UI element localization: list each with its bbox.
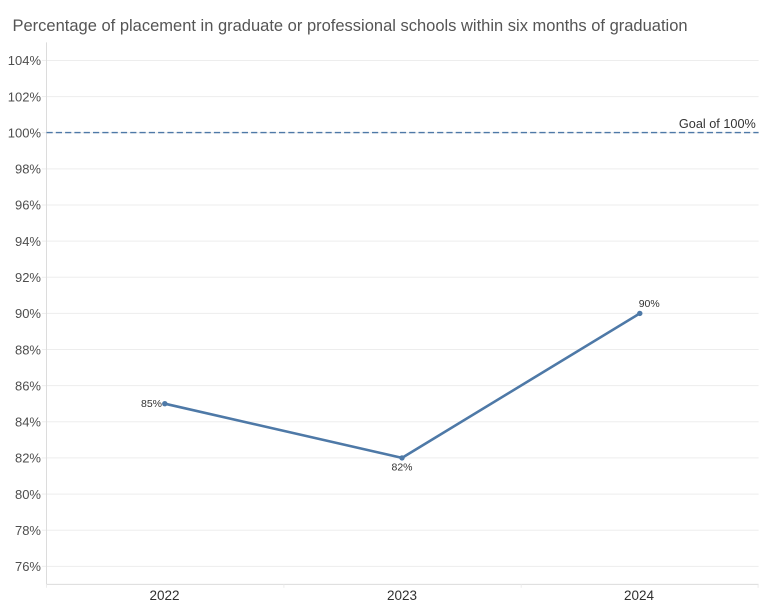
- svg-text:Percentage of placement in gra: Percentage of placement in graduate or p…: [13, 17, 688, 35]
- svg-text:Goal of 100%: Goal of 100%: [679, 117, 756, 131]
- svg-text:88%: 88%: [15, 342, 41, 357]
- svg-text:96%: 96%: [15, 198, 41, 213]
- svg-text:82%: 82%: [391, 461, 412, 473]
- svg-text:90%: 90%: [639, 298, 660, 310]
- svg-text:94%: 94%: [15, 234, 41, 249]
- svg-text:84%: 84%: [15, 415, 41, 430]
- svg-text:100%: 100%: [8, 125, 42, 140]
- svg-text:92%: 92%: [15, 270, 41, 285]
- svg-text:102%: 102%: [8, 89, 42, 104]
- svg-text:76%: 76%: [15, 559, 41, 574]
- svg-text:98%: 98%: [15, 162, 41, 177]
- svg-text:78%: 78%: [15, 523, 41, 538]
- svg-text:2024: 2024: [624, 588, 655, 603]
- svg-text:104%: 104%: [8, 53, 42, 68]
- svg-text:2023: 2023: [387, 588, 417, 603]
- svg-text:82%: 82%: [15, 451, 41, 466]
- svg-text:90%: 90%: [15, 306, 41, 321]
- svg-text:86%: 86%: [15, 378, 41, 393]
- svg-text:2022: 2022: [149, 588, 179, 603]
- svg-text:80%: 80%: [15, 487, 41, 502]
- svg-text:85%: 85%: [141, 398, 162, 410]
